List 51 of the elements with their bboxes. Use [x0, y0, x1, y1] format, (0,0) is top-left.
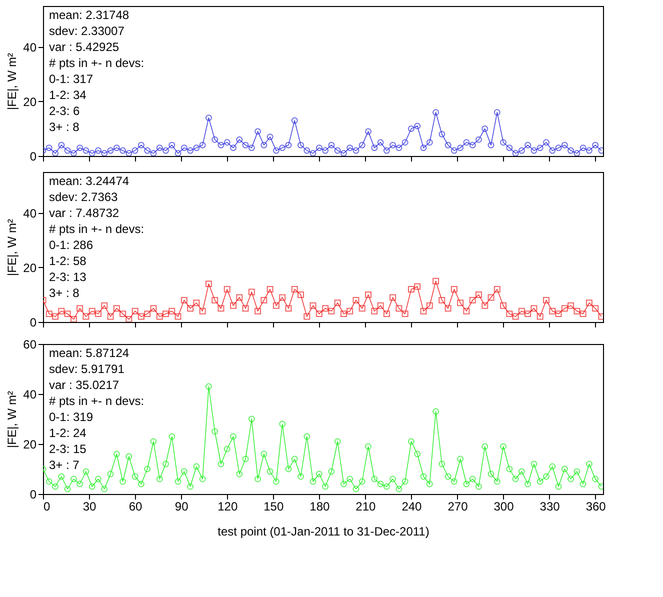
annotation: 0-1: 286: [49, 238, 94, 252]
annotation: # pts in +- n devs:: [49, 222, 144, 236]
annotation: 1-2: 24: [49, 426, 87, 440]
y-tick-label: 40: [23, 40, 37, 54]
x-tick-label: 90: [174, 500, 189, 514]
y-tick-label: 0: [30, 488, 37, 502]
x-tick-label: 30: [82, 500, 97, 514]
y-tick-label: 0: [30, 316, 37, 330]
annotation: 3+ : 7: [49, 458, 80, 472]
annotation: sdev: 2.33007: [49, 24, 125, 38]
annotation: 1-2: 58: [49, 254, 87, 268]
annotation: 0-1: 317: [49, 72, 94, 86]
x-tick-label: 300: [494, 500, 514, 514]
x-tick-label: 0: [44, 500, 50, 514]
annotation: var : 5.42925: [49, 40, 120, 54]
annotation: # pts in +- n devs:: [49, 394, 144, 408]
x-axis-title: test point (01-Jan-2011 to 31-Dec-2011): [218, 524, 430, 538]
annotation: sdev: 5.91791: [49, 362, 125, 376]
annotation: mean: 5.87124: [49, 346, 130, 360]
annotation: 3+ : 8: [49, 120, 80, 134]
y-axis-title: |FE|, W m²: [5, 219, 20, 276]
x-tick-label: 60: [128, 500, 143, 514]
y-axis-title: |FE|, W m²: [5, 53, 20, 110]
annotation: 1-2: 34: [49, 88, 87, 102]
annotation: # pts in +- n devs:: [49, 56, 144, 70]
y-tick-label: 20: [23, 260, 37, 275]
x-tick-label: 210: [356, 500, 376, 514]
x-tick-label: 120: [218, 500, 238, 514]
x-tick-label: 330: [540, 500, 560, 514]
y-tick-label: 40: [23, 388, 37, 402]
y-tick-label: 40: [23, 206, 37, 220]
y-axis-title: |FE|, W m²: [5, 391, 20, 448]
x-tick-label: 150: [264, 500, 284, 514]
y-tick-label: 60: [23, 338, 37, 352]
x-tick-label: 180: [310, 500, 330, 514]
annotation: 2-3: 6: [49, 104, 80, 118]
y-tick-label: 20: [23, 94, 37, 109]
annotation: var : 7.48732: [49, 206, 120, 220]
annotation: 0-1: 319: [49, 410, 94, 424]
x-tick-label: 360: [586, 500, 606, 514]
x-tick-label: 240: [402, 500, 422, 514]
annotation: var : 35.0217: [49, 378, 120, 392]
x-tick-label: 270: [448, 500, 468, 514]
annotation: mean: 2.31748: [49, 8, 130, 22]
annotation: sdev: 2.7363: [49, 190, 118, 204]
y-tick-label: 0: [30, 150, 37, 164]
annotation: 3+ : 8: [49, 286, 80, 300]
annotation: 2-3: 15: [49, 442, 87, 456]
annotation: 2-3: 13: [49, 270, 87, 284]
annotation: mean: 3.24474: [49, 174, 130, 188]
y-tick-label: 20: [23, 438, 37, 452]
